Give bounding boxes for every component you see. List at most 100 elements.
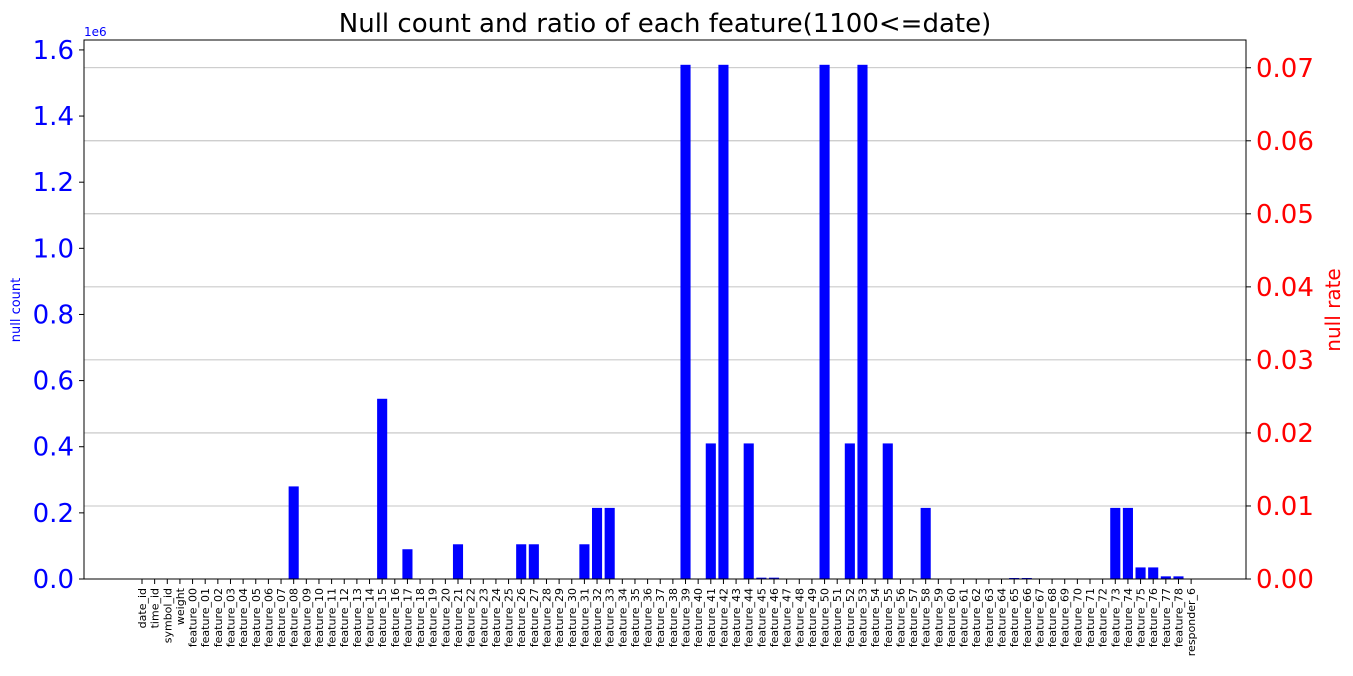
bar-feature_52 [844,443,855,579]
x-tick-label: feature_00 [187,588,200,647]
left-tick-label: 1.4 [33,102,74,132]
x-tick-label: feature_24 [490,588,503,647]
x-tick-label: feature_71 [1084,588,1097,647]
x-tick-label: date_id [136,588,149,628]
x-tick-label: feature_33 [604,588,617,647]
x-tick-label: feature_44 [743,588,756,647]
left-tick-label: 1.2 [33,168,74,198]
x-tick-label: feature_63 [983,588,996,647]
left-axis-offset-text: 1e6 [84,25,107,39]
x-tick-label: feature_43 [730,588,743,647]
bar-feature_31 [579,544,590,579]
x-tick-label: time_id [149,588,162,628]
x-tick-label: feature_46 [768,588,781,647]
left-tick-label: 0.8 [33,300,74,330]
x-tick-label: feature_60 [945,588,958,647]
right-tick-label: 0.05 [1256,200,1314,230]
bar-feature_26 [516,544,527,579]
x-tick-label: feature_26 [515,588,528,647]
x-tick-label: feature_31 [578,588,591,647]
x-tick-label: feature_51 [831,588,844,647]
x-tick-label: feature_61 [958,588,971,647]
x-tick-label: feature_14 [364,588,377,647]
bar-feature_74 [1122,507,1133,579]
x-tick-label: feature_53 [856,588,869,647]
x-tick-label: feature_47 [781,588,794,647]
x-tick-label: responder_6 [1185,588,1198,656]
chart-title: Null count and ratio of each feature(110… [339,9,991,39]
x-tick-label: feature_06 [262,588,275,647]
x-axis-ticks: date_id time_id symbol_id weight feature_00 f… [136,579,1198,656]
bar-feature_53 [857,64,868,580]
left-tick-label: 1.0 [33,234,74,264]
x-tick-label: feature_03 [224,588,237,647]
x-tick-label: feature_48 [793,588,806,647]
bar-feature_78 [1173,576,1184,579]
x-tick-label: feature_74 [1122,588,1135,647]
x-tick-label: feature_01 [199,588,212,647]
bar-feature_41 [705,443,716,579]
x-tick-label: feature_56 [894,588,907,647]
x-tick-label: feature_04 [237,588,250,647]
right-tick-label: 0.06 [1256,127,1314,157]
x-tick-label: feature_42 [717,588,730,647]
bar-feature_77 [1160,576,1171,579]
bar-feature_33 [604,507,615,579]
x-tick-label: feature_54 [869,588,882,647]
right-tick-label: 0.04 [1256,273,1314,303]
bars [288,64,1184,580]
bar-feature_39 [680,64,691,580]
x-tick-label: feature_21 [452,588,465,647]
x-tick-label: feature_23 [477,588,490,647]
x-tick-label: feature_69 [1059,588,1072,647]
bar-feature_75 [1135,567,1146,579]
x-tick-label: feature_41 [705,588,718,647]
left-tick-label: 0.0 [33,565,74,595]
right-tick-label: 0.03 [1256,346,1314,376]
bar-feature_50 [819,64,830,580]
right-tick-label: 0.02 [1256,419,1314,449]
right-tick-label: 0.07 [1256,54,1314,84]
x-tick-label: feature_66 [1021,588,1034,647]
bar-feature_17 [402,549,413,579]
grid-lines [84,67,1246,507]
x-tick-label: feature_70 [1071,588,1084,647]
bar-feature_32 [591,507,603,579]
bar-feature_58 [920,507,931,579]
x-tick-label: feature_38 [667,588,680,647]
x-tick-label: feature_05 [250,588,263,647]
right-tick-label: 0.00 [1256,565,1314,595]
x-tick-label: feature_67 [1033,588,1046,647]
bar-feature_27 [528,544,539,579]
x-tick-label: feature_68 [1046,588,1059,647]
x-tick-label: feature_29 [553,588,566,647]
x-tick-label: feature_32 [591,588,604,647]
x-tick-label: feature_50 [819,588,832,647]
x-tick-label: feature_09 [300,588,313,647]
x-tick-label: feature_57 [907,588,920,647]
left-tick-label: 0.4 [33,433,74,463]
x-tick-label: feature_78 [1172,588,1185,647]
bar-feature_15 [377,398,388,579]
bar-feature_73 [1110,507,1121,579]
left-tick-label: 1.6 [33,36,74,66]
bar-feature_76 [1148,567,1159,579]
x-tick-label: feature_22 [465,588,478,647]
x-tick-label: feature_18 [414,588,427,647]
x-tick-label: feature_64 [996,588,1009,647]
x-tick-label: feature_19 [427,588,440,647]
right-axis-label: null rate [1321,268,1345,351]
x-tick-label: feature_59 [932,588,945,647]
x-tick-label: feature_27 [528,588,541,647]
x-tick-label: feature_76 [1147,588,1160,647]
x-tick-label: feature_15 [376,588,389,647]
bar-feature_42 [718,64,729,580]
x-tick-label: feature_36 [642,588,655,647]
bar-feature_21 [452,544,464,579]
x-tick-label: feature_12 [338,588,351,647]
left-axis-label: null count [9,278,24,343]
x-tick-label: feature_49 [806,588,819,647]
x-tick-label: feature_16 [389,588,402,647]
x-tick-label: feature_30 [566,588,579,647]
